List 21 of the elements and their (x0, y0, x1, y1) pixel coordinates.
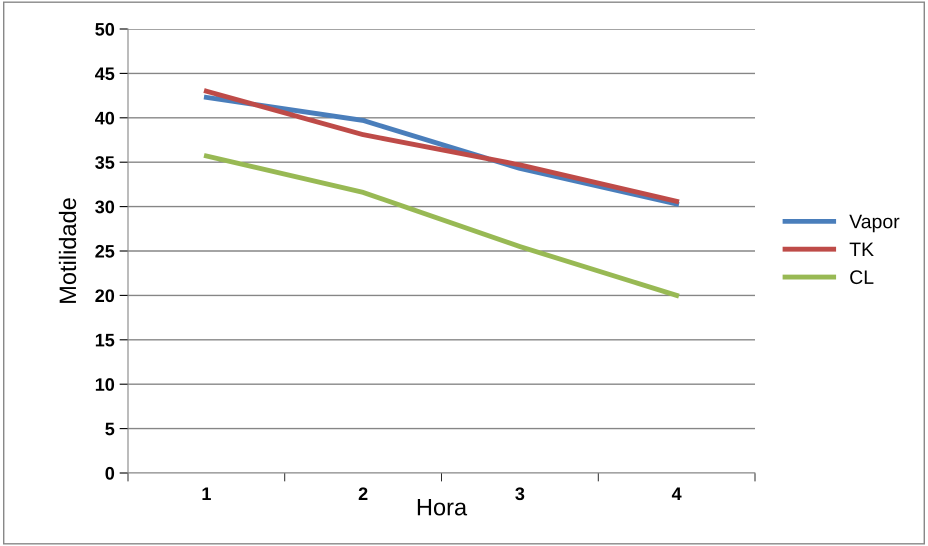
y-tick-label: 20 (95, 289, 114, 302)
y-tick-label: 0 (105, 466, 114, 480)
y-tick-label: 45 (95, 68, 114, 80)
y-tick-label: 40 (95, 112, 114, 125)
y-tick-label: 35 (95, 156, 114, 169)
line-series (204, 154, 680, 298)
legend-label: TK (850, 242, 874, 256)
x-tick-label: 1 (202, 488, 211, 500)
legend-label: Vapor (849, 214, 900, 232)
x-axis-title: Hora (418, 499, 468, 516)
y-axis-title: Motilidade (58, 198, 76, 303)
x-tick-label: 3 (515, 487, 524, 500)
y-tick-label: 25 (95, 244, 114, 258)
x-tick-label: 2 (358, 487, 368, 500)
legend-label: CL (850, 270, 874, 284)
y-tick-label: 10 (96, 378, 114, 391)
x-tick-label: 4 (672, 488, 682, 500)
y-tick-label: 15 (96, 334, 114, 347)
y-tick-label: 5 (105, 422, 114, 436)
y-tick-label: 30 (95, 200, 114, 214)
y-tick-label: 50 (95, 22, 114, 36)
